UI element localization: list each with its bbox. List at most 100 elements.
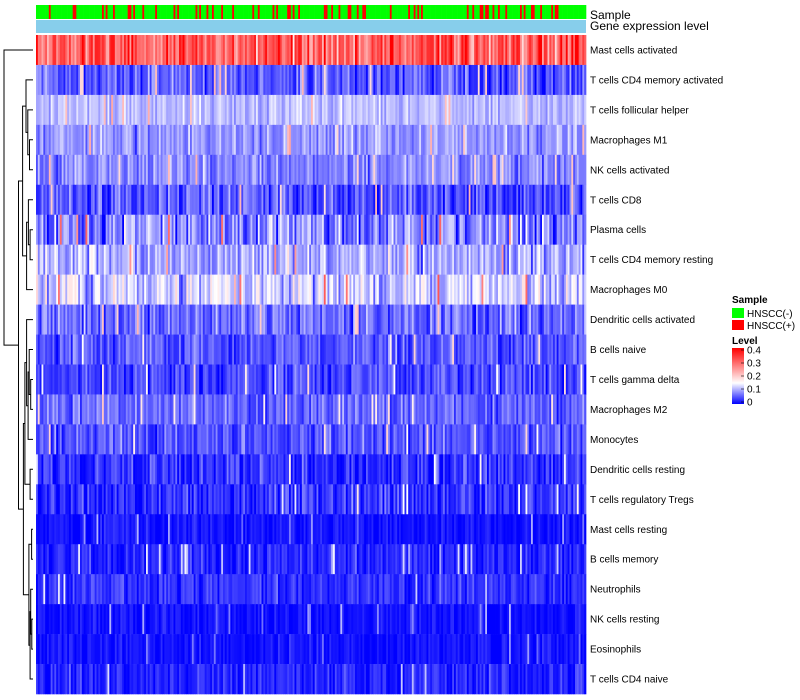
heatmap-cell xyxy=(373,274,376,305)
heatmap-cell xyxy=(450,334,453,365)
heatmap-cell xyxy=(151,424,154,455)
heatmap-cell xyxy=(45,124,48,156)
heatmap-cell xyxy=(135,214,138,245)
heatmap-cell xyxy=(267,484,270,515)
heatmap-cell xyxy=(287,35,290,66)
heatmap-cell xyxy=(399,214,402,245)
sample-annotation-cell xyxy=(347,5,350,19)
heatmap-cell xyxy=(69,274,72,305)
heatmap-cell xyxy=(331,334,334,365)
heatmap-cell xyxy=(270,64,273,96)
heatmap-cell xyxy=(355,214,358,245)
heatmap-cell xyxy=(105,124,108,156)
heatmap-cell xyxy=(529,274,532,305)
heatmap-cell xyxy=(488,394,492,425)
heatmap-cell xyxy=(294,35,297,66)
heatmap-cell xyxy=(254,364,257,395)
heatmap-cell xyxy=(94,214,97,245)
heatmap-cell xyxy=(217,484,220,515)
sample-annotation-cell xyxy=(234,5,237,19)
heatmap-cell xyxy=(217,304,220,335)
heatmap-cell xyxy=(109,304,112,335)
heatmap-cell xyxy=(81,154,85,186)
heatmap-cell xyxy=(102,424,105,455)
heatmap-cell xyxy=(125,244,129,275)
heatmap-cell xyxy=(454,184,457,216)
heatmap-cell xyxy=(323,184,327,216)
heatmap-cell xyxy=(507,94,510,126)
heatmap-cell xyxy=(569,334,572,365)
heatmap-cell xyxy=(575,214,578,245)
heatmap-cell xyxy=(78,304,81,335)
heatmap-cell xyxy=(268,214,272,245)
heatmap-cell xyxy=(426,364,429,395)
heatmap-cell xyxy=(118,334,121,365)
heatmap-cell xyxy=(338,484,341,515)
heatmap-cell xyxy=(276,244,279,275)
heatmap-cell xyxy=(245,184,248,216)
heatmap-cell xyxy=(351,124,354,156)
heatmap-cell xyxy=(468,244,471,275)
heatmap-cell xyxy=(358,364,361,395)
heatmap-cell xyxy=(279,364,283,395)
heatmap-cell xyxy=(505,35,508,66)
heatmap-cell xyxy=(219,424,222,455)
heatmap-cell xyxy=(102,214,105,245)
heatmap-cell xyxy=(558,154,561,186)
heatmap-cell xyxy=(329,394,332,425)
sample-annotation-cell xyxy=(74,5,77,19)
sample-annotation-cell xyxy=(488,5,491,19)
sample-annotation-cell xyxy=(419,5,422,19)
heatmap-cell xyxy=(103,484,107,515)
heatmap-cell xyxy=(116,244,119,275)
heatmap-cell xyxy=(336,454,339,485)
heatmap-cell xyxy=(228,94,231,126)
heatmap-cell xyxy=(224,454,228,485)
heatmap-cell xyxy=(235,64,239,96)
heatmap-cell xyxy=(54,394,57,425)
heatmap-cell xyxy=(190,334,193,365)
heatmap-cell xyxy=(311,184,314,216)
heatmap-cell xyxy=(545,424,548,455)
heatmap-cell xyxy=(268,394,272,425)
heatmap-cell xyxy=(239,184,242,216)
heatmap-cell xyxy=(492,424,495,455)
heatmap-cell xyxy=(70,484,74,515)
heatmap-cell xyxy=(465,184,468,216)
heatmap-cell xyxy=(474,154,477,186)
sample-annotation-cell xyxy=(248,5,251,19)
heatmap-cell xyxy=(344,334,347,365)
heatmap-cell xyxy=(65,94,68,126)
heatmap-cell xyxy=(340,94,343,126)
heatmap-cell xyxy=(452,64,455,96)
heatmap-cell xyxy=(520,124,523,156)
heatmap-cell xyxy=(360,304,363,335)
heatmap-cell xyxy=(503,184,506,216)
heatmap-cell xyxy=(366,334,369,365)
heatmap-cell xyxy=(252,274,255,305)
heatmap-cell xyxy=(59,94,63,126)
heatmap-cell xyxy=(450,64,453,96)
heatmap-cell xyxy=(87,154,90,186)
heatmap-cell xyxy=(301,64,305,96)
heatmap-cell xyxy=(406,364,409,395)
heatmap-cell xyxy=(89,244,92,275)
heatmap-cell xyxy=(576,64,580,96)
heatmap-cell xyxy=(301,124,305,156)
heatmap-cell xyxy=(147,304,151,335)
heatmap-cell xyxy=(395,394,398,425)
heatmap-cell xyxy=(52,94,55,126)
heatmap-cell xyxy=(230,334,233,365)
heatmap-cell xyxy=(303,64,306,96)
heatmap-cell xyxy=(338,304,341,335)
heatmap-cell xyxy=(428,154,431,186)
heatmap-cell xyxy=(237,154,240,186)
heatmap-cell xyxy=(527,394,530,425)
heatmap-cell xyxy=(39,124,42,156)
heatmap-cell xyxy=(59,124,63,156)
heatmap-cell xyxy=(318,274,321,305)
heatmap-cell xyxy=(224,394,228,425)
heatmap-cell xyxy=(217,94,220,126)
heatmap-cell xyxy=(366,244,369,275)
heatmap-cell xyxy=(98,244,101,275)
